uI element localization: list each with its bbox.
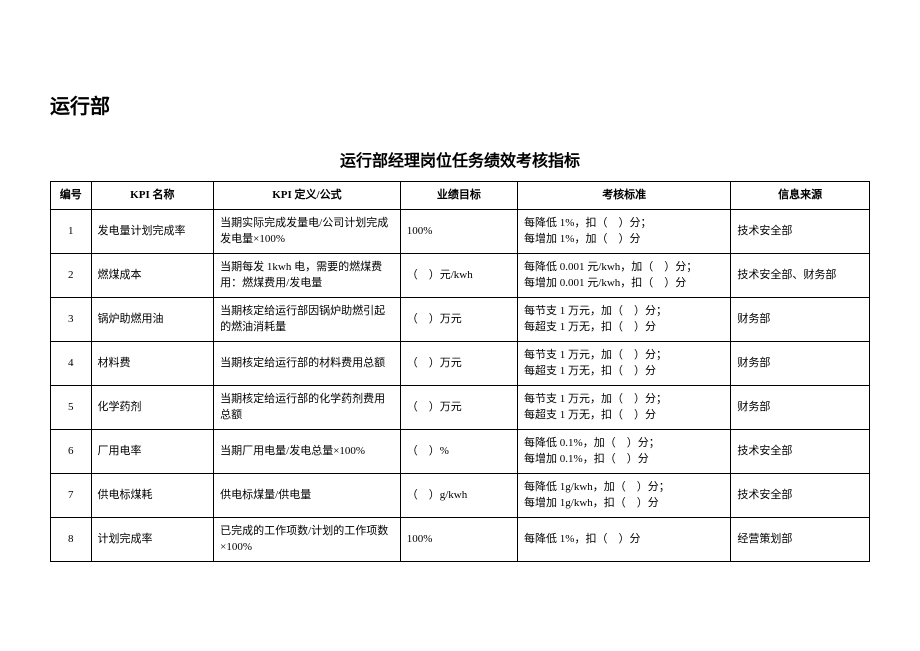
cell-def: 当期厂用电量/发电总量×100% (214, 429, 401, 473)
cell-target: （ ）% (400, 429, 517, 473)
department-heading: 运行部 (50, 90, 870, 119)
cell-no: 5 (51, 385, 92, 429)
cell-target: 100% (400, 209, 517, 253)
table-body: 1发电量计划完成率当期实际完成发量电/公司计划完成发电量×100%100%每降低… (51, 209, 870, 561)
table-row: 5化学药剂当期核定给运行部的化学药剂费用总额（ ）万元每节支 1 万元，加（ ）… (51, 385, 870, 429)
cell-source: 财务部 (731, 385, 870, 429)
cell-standard: 每降低 1%，扣（ ）分 (518, 517, 731, 561)
cell-source: 财务部 (731, 297, 870, 341)
cell-source: 技术安全部 (731, 429, 870, 473)
cell-source: 技术安全部 (731, 473, 870, 517)
cell-name: 计划完成率 (91, 517, 214, 561)
table-row: 6厂用电率当期厂用电量/发电总量×100%（ ）%每降低 0.1%，加（ ）分；… (51, 429, 870, 473)
cell-def: 供电标煤量/供电量 (214, 473, 401, 517)
cell-def: 当期核定给运行部因锅炉助燃引起的燃油消耗量 (214, 297, 401, 341)
table-row: 2燃煤成本当期每发 1kwh 电，需要的燃煤费用：燃煤费用/发电量（ ）元/kw… (51, 253, 870, 297)
cell-no: 3 (51, 297, 92, 341)
cell-name: 燃煤成本 (91, 253, 214, 297)
cell-def: 当期实际完成发量电/公司计划完成发电量×100% (214, 209, 401, 253)
cell-source: 财务部 (731, 341, 870, 385)
table-row: 1发电量计划完成率当期实际完成发量电/公司计划完成发电量×100%100%每降低… (51, 209, 870, 253)
table-row: 4材料费当期核定给运行部的材料费用总额（ ）万元每节支 1 万元，加（ ）分；每… (51, 341, 870, 385)
cell-standard: 每降低 0.001 元/kwh，加（ ）分；每增加 0.001 元/kwh，扣（… (518, 253, 731, 297)
cell-target: （ ）g/kwh (400, 473, 517, 517)
col-header-target: 业绩目标 (400, 182, 517, 210)
cell-target: （ ）万元 (400, 297, 517, 341)
cell-source: 经营策划部 (731, 517, 870, 561)
col-header-standard: 考核标准 (518, 182, 731, 210)
cell-standard: 每降低 1g/kwh，加（ ）分；每增加 1g/kwh，扣（ ）分 (518, 473, 731, 517)
document-page: 运行部 运行部经理岗位任务绩效考核指标 编号 KPI 名称 KPI 定义/公式 … (0, 0, 920, 651)
col-header-source: 信息来源 (731, 182, 870, 210)
cell-no: 7 (51, 473, 92, 517)
table-title: 运行部经理岗位任务绩效考核指标 (50, 147, 870, 171)
col-header-def: KPI 定义/公式 (214, 182, 401, 210)
col-header-name: KPI 名称 (91, 182, 214, 210)
cell-name: 厂用电率 (91, 429, 214, 473)
cell-source: 技术安全部、财务部 (731, 253, 870, 297)
cell-no: 1 (51, 209, 92, 253)
cell-def: 当期核定给运行部的化学药剂费用总额 (214, 385, 401, 429)
cell-target: （ ）元/kwh (400, 253, 517, 297)
cell-target: 100% (400, 517, 517, 561)
kpi-table: 编号 KPI 名称 KPI 定义/公式 业绩目标 考核标准 信息来源 1发电量计… (50, 181, 870, 562)
cell-standard: 每节支 1 万元，加（ ）分；每超支 1 万无，扣（ ）分 (518, 341, 731, 385)
cell-standard: 每节支 1 万元，加（ ）分；每超支 1 万无，扣（ ）分 (518, 385, 731, 429)
col-header-no: 编号 (51, 182, 92, 210)
cell-def: 已完成的工作项数/计划的工作项数×100% (214, 517, 401, 561)
cell-name: 锅炉助燃用油 (91, 297, 214, 341)
cell-def: 当期核定给运行部的材料费用总额 (214, 341, 401, 385)
cell-no: 2 (51, 253, 92, 297)
cell-standard: 每降低 0.1%，加（ ）分；每增加 0.1%，扣（ ）分 (518, 429, 731, 473)
table-row: 3锅炉助燃用油当期核定给运行部因锅炉助燃引起的燃油消耗量（ ）万元每节支 1 万… (51, 297, 870, 341)
table-row: 8计划完成率已完成的工作项数/计划的工作项数×100%100%每降低 1%，扣（… (51, 517, 870, 561)
cell-source: 技术安全部 (731, 209, 870, 253)
cell-name: 材料费 (91, 341, 214, 385)
table-row: 7供电标煤耗供电标煤量/供电量（ ）g/kwh每降低 1g/kwh，加（ ）分；… (51, 473, 870, 517)
cell-no: 8 (51, 517, 92, 561)
cell-name: 化学药剂 (91, 385, 214, 429)
cell-def: 当期每发 1kwh 电，需要的燃煤费用：燃煤费用/发电量 (214, 253, 401, 297)
table-header-row: 编号 KPI 名称 KPI 定义/公式 业绩目标 考核标准 信息来源 (51, 182, 870, 210)
cell-name: 供电标煤耗 (91, 473, 214, 517)
cell-standard: 每节支 1 万元，加（ ）分；每超支 1 万无，扣（ ）分 (518, 297, 731, 341)
cell-target: （ ）万元 (400, 385, 517, 429)
cell-no: 4 (51, 341, 92, 385)
cell-name: 发电量计划完成率 (91, 209, 214, 253)
cell-target: （ ）万元 (400, 341, 517, 385)
cell-no: 6 (51, 429, 92, 473)
cell-standard: 每降低 1%，扣（ ）分；每增加 1%，加（ ）分 (518, 209, 731, 253)
